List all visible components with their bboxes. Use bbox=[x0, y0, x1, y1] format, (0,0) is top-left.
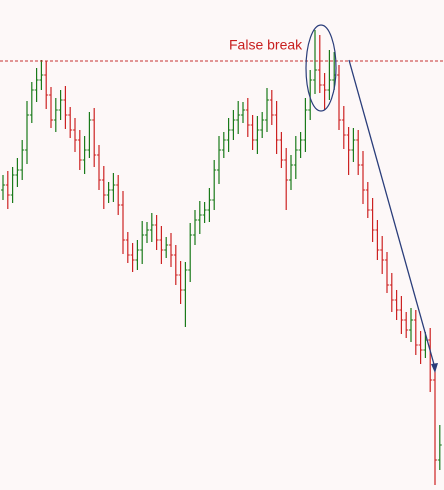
trend-arrow bbox=[348, 59, 436, 369]
trend-arrow-head bbox=[431, 363, 438, 373]
false-break-highlight bbox=[305, 24, 337, 112]
annotation: False break bbox=[229, 37, 303, 53]
